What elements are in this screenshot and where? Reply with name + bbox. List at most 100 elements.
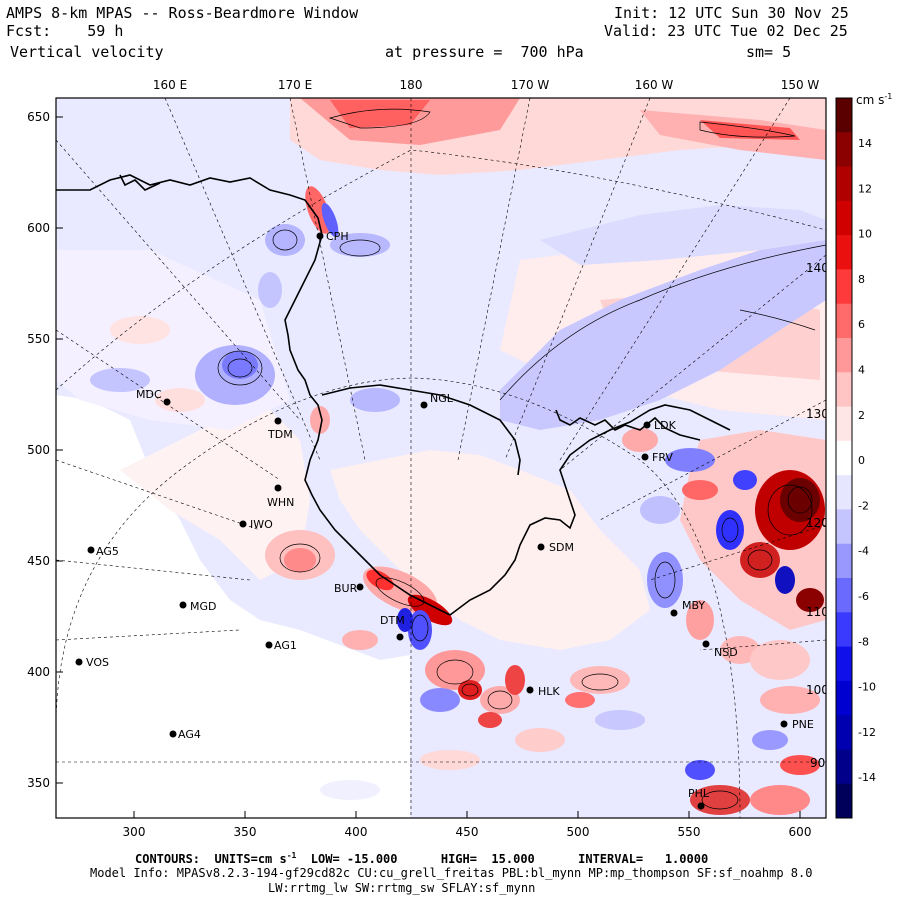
colorbar-swatch (836, 509, 852, 545)
station-label: LDK (654, 419, 677, 432)
colorbar-swatch (836, 132, 852, 168)
station-label: MBY (682, 599, 705, 612)
station-label: PHL (688, 787, 710, 800)
station-label: NSD (714, 646, 738, 659)
y-tick: 450 (27, 554, 50, 568)
x-tick: 400 (345, 825, 368, 839)
colorbar (835, 97, 853, 819)
y-tick: 650 (27, 110, 50, 124)
colorbar-swatch (836, 475, 852, 510)
colorbar-label: -2 (858, 499, 869, 512)
station-label: AG4 (178, 728, 201, 741)
forecast-label: Fcst: (6, 22, 52, 40)
vertical-velocity-field: CPH NGL MDC TDM WHN IWO AG5 MGD AG1 VOS … (56, 98, 845, 818)
lon-label-top: 150 W (781, 78, 820, 92)
colorbar-swatch (836, 578, 852, 613)
colorbar-label: -10 (858, 681, 876, 694)
lon-label-top: 170 W (511, 78, 550, 92)
colorbar-swatch (836, 166, 852, 202)
station-label: CPH (326, 230, 349, 243)
x-tick: 450 (456, 825, 479, 839)
station-label: VOS (86, 656, 109, 669)
colorbar-swatch (836, 783, 852, 819)
colorbar-label: 4 (858, 364, 865, 377)
colorbar-label: 6 (858, 318, 865, 331)
colorbar-label: 0 (858, 454, 865, 467)
colorbar-swatch (836, 269, 852, 305)
y-tick: 400 (27, 665, 50, 679)
station-label: DTM (380, 614, 405, 627)
lon-label-right: 120 W (806, 516, 845, 530)
station-label: TDM (267, 428, 293, 441)
station-label: AG1 (274, 639, 297, 652)
init-time: Init: 12 UTC Sun 30 Nov 25 (614, 4, 849, 22)
station-label: FRV (652, 451, 673, 464)
model-info: Model Info: MPASv8.2.3-194-gf29cd82c CU:… (90, 866, 813, 880)
field-name: Vertical velocity (10, 43, 164, 61)
colorbar-label: -4 (858, 545, 869, 558)
station-label: MDC (136, 388, 162, 401)
station-label: SDM (549, 541, 574, 554)
colorbar-swatch (836, 338, 852, 373)
colorbar-swatch (836, 612, 852, 648)
station-label: NGL (430, 392, 454, 405)
station-label: BUR (334, 582, 358, 595)
colorbar-label: 12 (858, 182, 872, 195)
colorbar-swatch (836, 749, 852, 785)
x-tick: 350 (234, 825, 257, 839)
valid-time: Valid: 23 UTC Tue 02 Dec 25 (604, 22, 848, 40)
colorbar-label: -14 (858, 771, 876, 784)
plot-frame (55, 97, 827, 819)
colorbar-label: -6 (858, 590, 869, 603)
lon-label-right: 100 W (806, 683, 845, 697)
colorbar-label: 8 (858, 273, 865, 286)
colorbar-label: -8 (858, 635, 869, 648)
smoothing: sm= 5 (746, 43, 792, 61)
colorbar-label: 2 (858, 409, 865, 422)
station-label: IWO (250, 518, 273, 531)
plot-title: AMPS 8-km MPAS -- Ross-Beardmore Window (6, 4, 359, 22)
lon-label-right: 130 W (806, 407, 845, 421)
lon-label-top: 160 E (153, 78, 187, 92)
lon-label-top: 170 E (278, 78, 312, 92)
colorbar-frame (835, 97, 853, 819)
y-tick: 350 (27, 776, 50, 790)
lon-label-top: 180 (400, 78, 423, 92)
model-info-line2: LW:rrtmg_lw SW:rrtmg_sw SFLAY:sf_mynn (268, 881, 536, 895)
colorbar-unit: cm s-1 (856, 92, 892, 107)
colorbar-swatch (836, 98, 852, 133)
colorbar-swatch (836, 200, 852, 236)
colorbar-swatch (836, 646, 852, 682)
colorbar-label: 14 (858, 137, 872, 150)
station-label: MGD (190, 600, 217, 613)
colorbar-swatch (836, 680, 852, 716)
x-tick: 600 (789, 825, 812, 839)
contour-info: CONTOURS: UNITS=cm s-1 LOW= -15.000 HIGH… (135, 851, 709, 866)
station-label: WHN (267, 496, 294, 509)
colorbar-swatch (836, 235, 852, 270)
lon-label-right: 140 W (806, 261, 845, 275)
colorbar-swatch (836, 440, 852, 476)
station-label: AG5 (96, 545, 119, 558)
lon-label-right: 90 W (810, 756, 841, 770)
colorbar-swatch (836, 303, 852, 339)
colorbar-label: -12 (858, 726, 876, 739)
x-tick: 550 (678, 825, 701, 839)
lon-label-right: 110 W (806, 605, 845, 619)
colorbar-swatch (836, 372, 852, 408)
x-tick: 500 (567, 825, 590, 839)
lon-label-top: 160 W (635, 78, 674, 92)
colorbar-swatch (836, 543, 852, 579)
y-tick: 550 (27, 332, 50, 346)
pressure-level: at pressure = 700 hPa (385, 43, 584, 61)
colorbar-swatch (836, 406, 852, 442)
colorbar-swatch (836, 715, 852, 750)
station-label: HLK (538, 685, 560, 698)
forecast-hour: Fcst: 59 h (6, 23, 123, 40)
y-tick: 600 (27, 221, 50, 235)
forecast-value: 59 h (87, 22, 124, 40)
colorbar-label: 10 (858, 228, 872, 241)
station-label: PNE (792, 718, 814, 731)
x-tick: 300 (123, 825, 146, 839)
